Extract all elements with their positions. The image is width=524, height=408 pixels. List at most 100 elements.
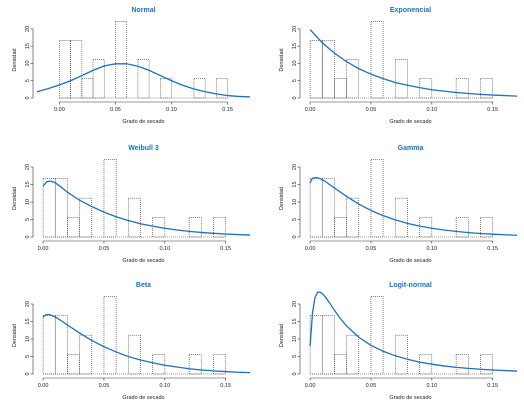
y-tick-label: 20: [25, 164, 31, 170]
y-tick-label: 10: [25, 60, 31, 66]
histogram-bar: [188, 217, 202, 238]
y-tick-label: 0: [292, 96, 298, 99]
fitted-density-curve: [42, 180, 251, 236]
panel-4: Gamma 0 5 10 15 20 Densidad 0.00 0.05 0.10 0.15 Gra…: [279, 145, 518, 264]
histogram-bar: [334, 78, 347, 99]
x-tick-label: 0.00: [305, 246, 316, 252]
histogram-bar: [213, 217, 226, 238]
histogram-bar: [334, 217, 347, 238]
x-tick-label: 0.05: [366, 383, 377, 389]
x-tick-label: 0.05: [366, 107, 377, 113]
y-tick-label: 15: [25, 43, 31, 49]
x-tick-label: 0.10: [426, 107, 437, 113]
x-tick-label: 0.00: [54, 107, 65, 113]
histogram-bar: [394, 334, 408, 375]
histogram-bar: [480, 78, 493, 99]
panel-6: Logit-normal 0 5 10 15 20 Densidad 0.00 0.05 0.10…: [279, 282, 518, 401]
y-tick-label: 20: [292, 164, 298, 170]
y-tick-label: 5: [292, 355, 298, 358]
x-tick-label: 0.10: [426, 246, 437, 252]
histogram-bar: [137, 59, 150, 99]
y-tick-label: 0: [25, 235, 31, 238]
x-tick-label: 0.00: [38, 383, 49, 389]
y-tick-label: 0: [25, 96, 31, 99]
panel-title: Beta: [136, 282, 151, 289]
x-tick-label: 0.05: [99, 246, 110, 252]
fitted-density-curve: [309, 29, 518, 97]
y-tick-label: 10: [292, 199, 298, 205]
fitted-density-curve: [42, 313, 251, 374]
histogram-bar: [188, 354, 202, 375]
x-tick-label: 0.00: [305, 107, 316, 113]
panel-1: Normal 0 5 10 15 20 Densidad 0.00 0.05 0.10 0.15 Gr…: [12, 7, 251, 125]
histogram-bar: [370, 159, 384, 238]
x-tick-label: 0.15: [220, 246, 231, 252]
histogram-bar: [115, 21, 127, 99]
x-tick-label: 0.00: [38, 246, 49, 252]
y-tick-label: 5: [292, 218, 298, 221]
histogram-bar: [92, 59, 105, 99]
histogram-bar: [455, 217, 469, 238]
y-tick-label: 20: [292, 26, 298, 32]
histogram-bar: [370, 21, 384, 99]
y-axis-label: Densidad: [279, 187, 285, 210]
histogram-bar: [419, 78, 433, 99]
histogram-bar: [309, 178, 323, 238]
x-tick-label: 0.10: [166, 107, 177, 113]
histogram-bar: [321, 315, 335, 375]
y-tick-label: 5: [25, 79, 31, 82]
panel-2: Exponencial 0 5 10 15 20 Densidad 0.00 0.05 0.10 0…: [279, 7, 518, 125]
panel-title: Logit-normal: [389, 282, 432, 289]
histogram-bar: [42, 315, 56, 375]
y-tick-label: 0: [292, 235, 298, 238]
x-tick-label: 0.15: [487, 107, 498, 113]
histogram-bar: [42, 178, 56, 238]
x-tick-label: 0.05: [99, 383, 110, 389]
x-tick-label: 0.15: [222, 107, 233, 113]
panel-title: Gamma: [398, 145, 424, 152]
panel-3: Weibull 3 0 5 10 15 20 Densidad 0.00 0.05 0.10 0.1…: [12, 145, 251, 264]
x-axis-label: Grado de secado: [122, 395, 164, 401]
y-tick-label: 5: [25, 355, 31, 358]
x-tick-label: 0.15: [220, 383, 231, 389]
x-tick-label: 0.05: [366, 246, 377, 252]
panel-title: Normal: [131, 7, 155, 14]
x-tick-label: 0.00: [305, 383, 316, 389]
y-tick-label: 20: [292, 301, 298, 307]
y-tick-label: 15: [25, 181, 31, 187]
x-axis-label: Grado de secado: [389, 395, 431, 401]
x-tick-label: 0.05: [110, 107, 121, 113]
y-axis-label: Densidad: [12, 187, 18, 210]
histogram-bar: [321, 40, 335, 99]
x-tick-label: 0.10: [159, 383, 170, 389]
panel-5: Beta 0 5 10 15 20 Densidad 0.00 0.05 0.10 0.15 Grad…: [12, 282, 251, 401]
histogram-bar: [70, 40, 83, 99]
y-axis-label: Densidad: [12, 48, 18, 71]
histogram-bar: [103, 295, 117, 375]
histogram-bar: [160, 78, 172, 99]
y-tick-label: 5: [292, 79, 298, 82]
histogram-bar: [419, 354, 433, 375]
histogram-bar: [419, 217, 433, 238]
histogram-bar: [346, 334, 360, 375]
histogram-bar: [193, 78, 206, 99]
panel-title: Weibull 3: [128, 145, 159, 152]
y-tick-label: 10: [292, 336, 298, 342]
x-axis-label: Grado de secado: [122, 258, 164, 264]
histogram-bar: [59, 40, 71, 99]
histogram-bar: [103, 159, 117, 238]
histogram-bar: [480, 217, 493, 238]
histogram-bar: [370, 295, 384, 375]
fitted-density-curve: [309, 291, 518, 372]
fitted-density-curve: [36, 63, 251, 98]
x-axis-label: Grado de secado: [389, 119, 431, 125]
y-tick-label: 20: [25, 26, 31, 32]
histogram-bar: [309, 40, 323, 99]
histogram-bar: [213, 354, 226, 375]
y-axis-label: Densidad: [12, 324, 18, 347]
y-tick-label: 0: [292, 372, 298, 375]
y-tick-label: 10: [25, 336, 31, 342]
histogram-bar: [152, 217, 166, 238]
histogram-bar: [79, 197, 93, 238]
